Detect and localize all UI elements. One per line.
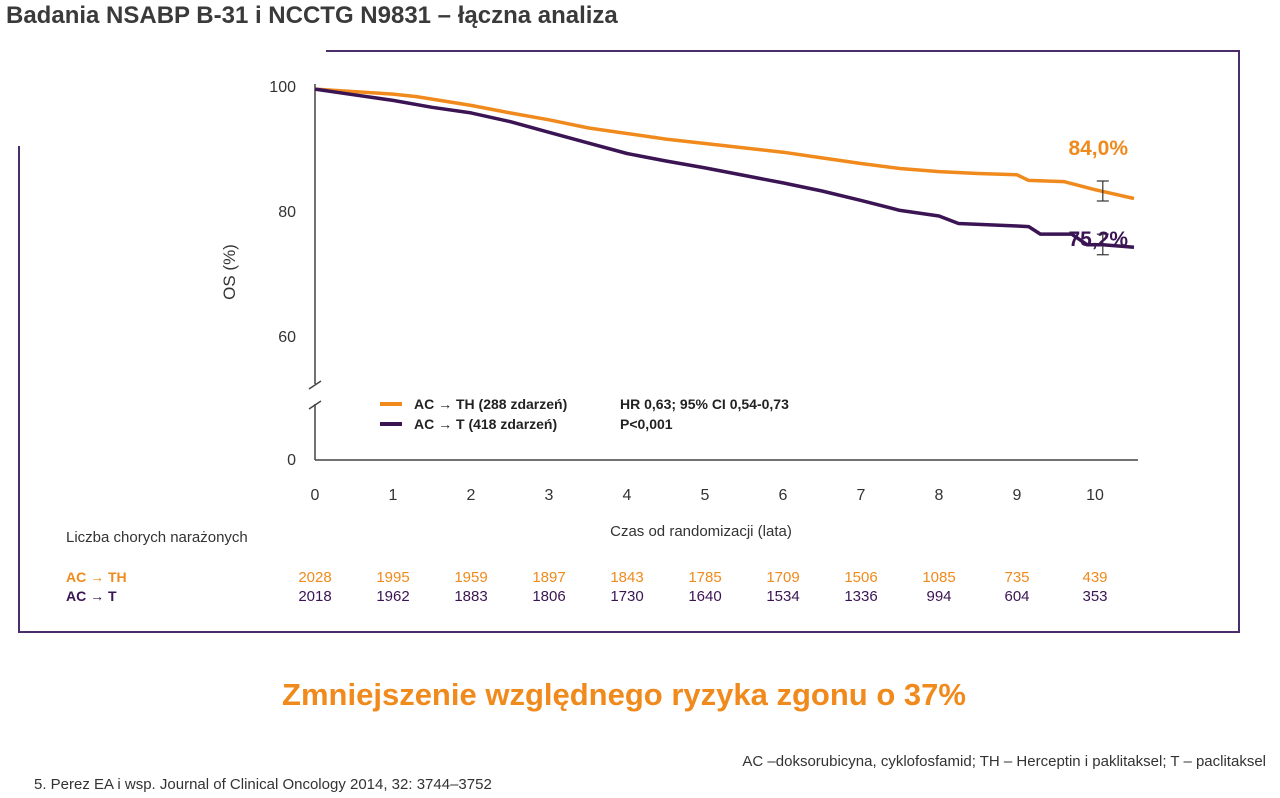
frame-border-left [18, 146, 20, 633]
risk-reduction-highlight: Zmniejszenie względnego ryzyka zgonu o 3… [282, 677, 966, 712]
end-value-label: 84,0% [1068, 137, 1128, 160]
x-tick-label: 1 [389, 487, 398, 504]
y-tick-label: 80 [278, 204, 296, 221]
risk-count-cell: 1806 [532, 588, 566, 605]
x-tick-label: 2 [467, 487, 476, 504]
y-tick-label: 60 [278, 329, 296, 346]
risk-count-cell: 1085 [922, 569, 956, 586]
y-axis-label: OS (%) [220, 244, 239, 300]
risk-count-cell: 1709 [766, 569, 800, 586]
x-tick-label: 6 [779, 487, 788, 504]
series-line-ac-t [314, 87, 1135, 249]
x-tick-label: 4 [623, 487, 632, 504]
y-tick-label: 100 [269, 79, 296, 96]
legend-stat: HR 0,63; 95% CI 0,54-0,73 [620, 396, 789, 412]
risk-count-cell: 439 [1082, 569, 1108, 586]
risk-count-cell: 2028 [298, 569, 332, 586]
reference-citation: 5. Perez EA i wsp. Journal of Clinical O… [34, 776, 492, 793]
x-tick-label: 0 [311, 487, 320, 504]
series-line-ac-th [314, 87, 1135, 201]
risk-count-cell: 1506 [844, 569, 878, 586]
risk-count-cell: 1897 [532, 569, 566, 586]
risk-count-cell: 1730 [610, 588, 644, 605]
legend-label: AC → T (418 zdarzeń) [414, 416, 557, 432]
os-chart: 100 80 60 0 0 1 2 3 4 5 6 7 8 9 10 OS (%) Czas od random… [220, 79, 1138, 540]
end-value-label: 75,2% [1068, 228, 1128, 251]
risk-count-cell: 735 [1004, 569, 1030, 586]
risk-count-cell: 1534 [766, 588, 800, 605]
risk-count-cell: 353 [1082, 588, 1108, 605]
risk-count-cell: 994 [926, 588, 952, 605]
x-tick-label: 9 [1013, 487, 1022, 504]
abbreviations-footnote: AC –doksorubicyna, cyklofosfamid; TH – H… [742, 753, 1266, 770]
risk-count-cell: 1962 [376, 588, 410, 605]
risk-row-label: AC → T [66, 588, 117, 604]
axis-break-mark [308, 380, 322, 390]
x-tick-label: 10 [1086, 487, 1104, 504]
risk-count-cell: 1995 [376, 569, 410, 586]
x-tick-label: 8 [935, 487, 944, 504]
page-title: Badania NSABP B-31 i NCCTG N9831 – łączn… [6, 2, 618, 29]
risk-count-cell: 2018 [298, 588, 332, 605]
legend-stat: P<0,001 [620, 416, 673, 432]
x-tick-label: 3 [545, 487, 554, 504]
risk-count-cell: 1883 [454, 588, 488, 605]
risk-count-cell: 1785 [688, 569, 722, 586]
risk-table-title: Liczba chorych narażonych [66, 529, 248, 546]
risk-count-cell: 1336 [844, 588, 878, 605]
x-tick-label: 7 [857, 487, 866, 504]
risk-count-cell: 1640 [688, 588, 722, 605]
risk-count-cell: 604 [1004, 588, 1030, 605]
frame-border-right [1238, 50, 1240, 633]
y-tick-label: 0 [287, 452, 296, 469]
risk-count-cell: 1843 [610, 569, 644, 586]
x-tick-label: 5 [701, 487, 710, 504]
legend-label: AC → TH (288 zdarzeń) [414, 396, 567, 412]
risk-row-label: AC → TH [66, 569, 127, 585]
frame-border-bottom [18, 631, 1240, 633]
axis-break-mark [308, 400, 322, 410]
frame-border-top [326, 50, 1240, 52]
x-axis-label: Czas od randomizacji (lata) [610, 523, 792, 540]
risk-count-cell: 1959 [454, 569, 488, 586]
